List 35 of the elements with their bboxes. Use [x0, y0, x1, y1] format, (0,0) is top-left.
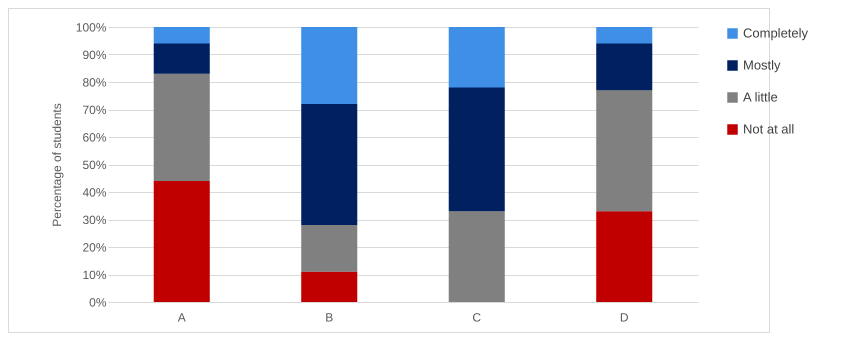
y-tick-label: 50%	[82, 158, 107, 172]
bar	[596, 27, 652, 44]
bar	[301, 104, 358, 225]
legend-label: Completely	[743, 26, 809, 40]
bar	[448, 211, 505, 302]
bar	[154, 74, 210, 181]
legend-label: Mostly	[743, 58, 782, 72]
y-tick-label: 40%	[82, 186, 107, 200]
y-tick-label: 60%	[82, 130, 107, 144]
y-tick-label: 30%	[82, 213, 107, 227]
bar	[596, 211, 652, 302]
y-tick-label: 100%	[76, 20, 107, 34]
bar	[154, 44, 210, 74]
x-tick-label: B	[325, 310, 334, 324]
bar	[596, 90, 652, 212]
bar	[301, 27, 358, 104]
y-tick-label: 70%	[82, 103, 107, 117]
y-tick-label: 10%	[82, 268, 107, 282]
bar	[596, 44, 652, 90]
y-axis-title: Percentage of students	[50, 103, 64, 227]
y-tick-label: 0%	[89, 296, 107, 310]
x-tick-label: A	[178, 310, 186, 324]
bar	[301, 225, 358, 272]
bar	[154, 181, 210, 302]
legend-label: A little	[743, 90, 778, 104]
bar	[154, 27, 210, 44]
bar	[448, 27, 505, 88]
y-tick-label: 20%	[82, 240, 107, 254]
legend-label: Not at all	[743, 122, 794, 136]
y-tick-label: 80%	[82, 76, 107, 90]
x-tick-label: C	[472, 310, 482, 324]
y-tick-label: 90%	[82, 48, 107, 62]
x-tick-label: D	[620, 310, 629, 324]
bar	[301, 272, 358, 302]
bar	[448, 88, 505, 212]
